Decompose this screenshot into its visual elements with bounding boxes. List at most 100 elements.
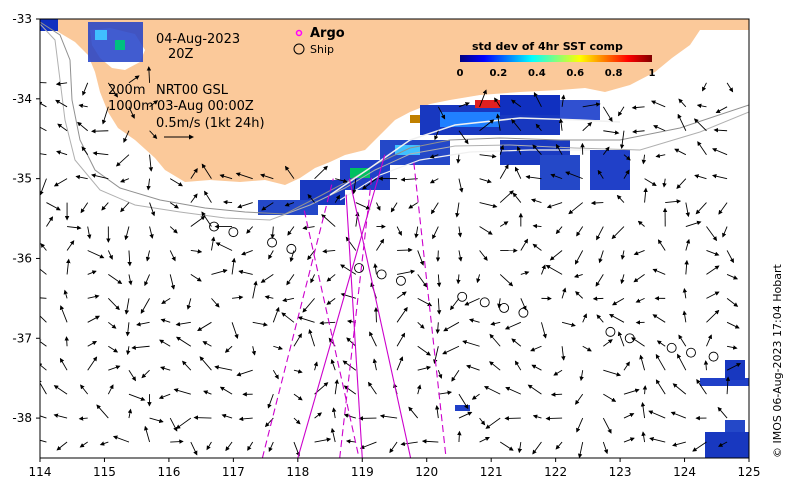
current-arrow [396, 356, 404, 371]
current-arrow [561, 321, 576, 327]
current-arrow [252, 280, 258, 299]
current-arrow [525, 174, 542, 180]
current-arrow [221, 413, 233, 419]
isobath-1000-label: 1000m [108, 99, 154, 114]
current-arrow [225, 441, 233, 452]
current-arrow [86, 226, 92, 240]
current-arrow [620, 274, 625, 285]
current-arrow [479, 417, 486, 426]
current-arrow [87, 315, 100, 323]
current-arrow [702, 82, 707, 92]
current-arrow [268, 250, 274, 260]
current-arrow [499, 221, 509, 227]
x-tick-label: 120 [415, 465, 438, 479]
current-arrow [376, 202, 381, 211]
current-arrow [677, 113, 687, 131]
current-arrow [602, 417, 612, 434]
current-arrow [430, 202, 439, 215]
current-arrow [443, 321, 460, 332]
current-arrow [203, 390, 212, 395]
current-arrow [499, 190, 514, 203]
current-arrow [199, 356, 212, 371]
current-arrow [40, 362, 47, 371]
current-arrow [511, 118, 522, 132]
current-arrow [456, 274, 461, 285]
ship-marker [376, 269, 387, 280]
current-arrow [718, 441, 728, 447]
isobath-1000m [40, 23, 749, 221]
current-arrow [128, 369, 136, 382]
current-arrow [55, 81, 68, 86]
current-arrow [602, 106, 613, 122]
current-arrow [149, 226, 154, 239]
current-arrow [432, 226, 439, 240]
current-arrow [550, 392, 563, 397]
current-arrow [697, 141, 707, 155]
current-arrow [308, 328, 316, 347]
current-arrow [120, 202, 130, 213]
current-arrow [107, 384, 114, 395]
current-arrow [282, 297, 295, 303]
current-arrow [417, 250, 425, 266]
x-tick-label: 114 [29, 465, 52, 479]
current-arrow [442, 345, 460, 355]
current-arrow [108, 321, 117, 329]
current-arrow [40, 415, 47, 419]
current-arrow [644, 178, 657, 186]
current-arrow [340, 264, 357, 275]
current-arrow [190, 274, 202, 282]
current-arrow [159, 339, 171, 347]
current-arrow [373, 307, 379, 323]
current-arrow [706, 226, 718, 242]
current-arrow [293, 333, 302, 347]
current-arrow [342, 360, 357, 371]
colorbar-tick-label: 0.6 [566, 68, 584, 79]
current-arrow [215, 242, 233, 251]
current-arrow [390, 202, 398, 213]
current-arrow [575, 291, 584, 299]
current-arrow [190, 249, 203, 254]
current-arrow [590, 200, 604, 206]
current-arrow [287, 226, 295, 236]
current-arrow [565, 171, 583, 180]
x-tick-label: 122 [544, 465, 567, 479]
current-arrow [307, 193, 315, 203]
current-arrow [351, 178, 357, 195]
ship-marker [605, 326, 616, 337]
x-tick-label: 116 [157, 465, 180, 479]
current-arrow [252, 321, 268, 327]
current-arrow [128, 393, 146, 401]
current-arrow [219, 174, 233, 180]
colorbar-ticks: 0 0.2 0.4 0.6 0.8 1 [457, 68, 656, 79]
current-arrow [649, 437, 666, 443]
current-arrow [656, 340, 666, 347]
x-tick-label: 121 [480, 465, 503, 479]
current-arrow [313, 361, 319, 371]
current-arrow [272, 369, 279, 380]
current-arrow [457, 226, 463, 238]
current-arrow [169, 250, 176, 262]
current-arrow [161, 297, 171, 304]
date-label: 04-Aug-2023 [156, 32, 240, 47]
current-arrow [247, 441, 254, 451]
current-arrow [190, 168, 198, 179]
current-arrow [623, 154, 631, 161]
ship-marker [666, 342, 677, 353]
current-arrow [302, 225, 315, 230]
current-arrow [408, 202, 418, 209]
current-arrow [141, 369, 150, 379]
current-arrow [717, 406, 728, 419]
current-arrow [160, 366, 171, 371]
colorbar-tick-label: 1 [649, 68, 656, 79]
current-arrow [128, 75, 140, 84]
current-arrow [706, 250, 720, 256]
current-arrow [372, 358, 378, 371]
current-arrow [400, 177, 418, 182]
current-arrow [494, 97, 501, 108]
current-arrow [158, 393, 171, 400]
current-arrow [302, 298, 315, 313]
current-arrow [197, 321, 212, 332]
current-arrow [314, 412, 322, 419]
current-arrow [108, 365, 121, 371]
current-arrow [345, 236, 357, 251]
